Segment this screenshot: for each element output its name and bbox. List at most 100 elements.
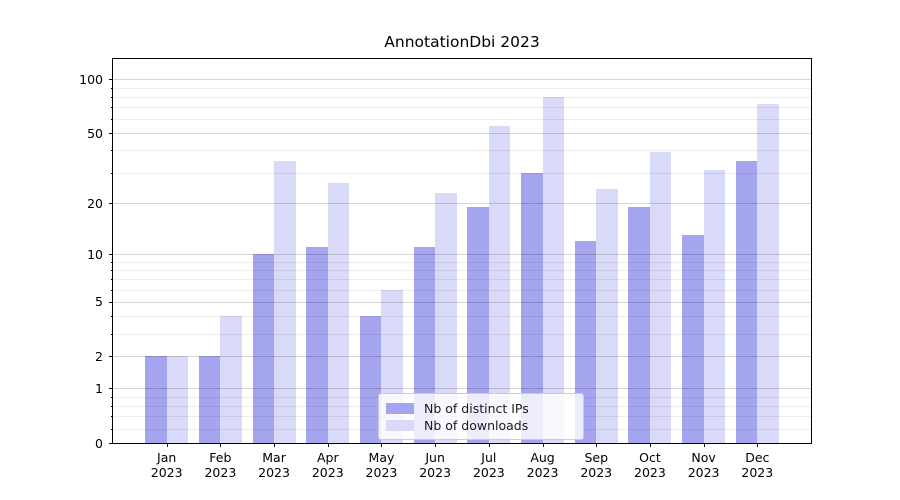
x-tick-label: Aug 2023: [515, 450, 571, 480]
y-minor-tick-mark: [111, 333, 113, 335]
y-tick-mark: [109, 254, 113, 256]
y-tick-mark: [109, 203, 113, 205]
x-tick-month: Jul: [481, 450, 497, 465]
bar-downloads: [488, 125, 511, 443]
y-tick-mark: [109, 388, 113, 390]
x-tick-mark: [757, 443, 759, 447]
gridline-major: [113, 388, 811, 390]
x-tick-label: Sep 2023: [568, 450, 624, 480]
legend-label-downloads: Nb of downloads: [424, 417, 529, 433]
y-tick-label: 20: [87, 195, 103, 211]
y-minor-tick-mark: [111, 428, 113, 430]
gridline-major: [113, 133, 811, 135]
x-tick-mark: [220, 443, 222, 447]
y-minor-tick-mark: [111, 87, 113, 89]
bar-downloads: [703, 170, 726, 443]
bar-distinct-ips: [145, 356, 167, 443]
y-minor-tick-mark: [111, 107, 113, 109]
x-tick-year: 2023: [311, 464, 344, 480]
y-minor-tick-mark: [111, 96, 113, 98]
x-tick-year: 2023: [150, 464, 183, 480]
gridline-minor: [113, 172, 811, 174]
y-tick-mark: [109, 79, 113, 81]
legend-item-downloads: Nb of downloads: [386, 417, 575, 433]
legend-swatch-distinct-ips: [386, 402, 414, 414]
x-tick-mark: [542, 443, 544, 447]
gridline-minor: [113, 87, 811, 89]
chart-title: AnnotationDbi 2023: [384, 33, 540, 51]
bar-downloads: [596, 189, 618, 443]
x-tick-label: Apr 2023: [300, 450, 356, 480]
gridline-major: [113, 301, 811, 303]
x-tick-mark: [488, 443, 490, 447]
bar-distinct-ips: [628, 207, 650, 443]
bar-distinct-ips: [306, 247, 328, 443]
x-tick-month: Feb: [209, 450, 232, 465]
gridline-minor: [113, 107, 811, 109]
x-tick-year: 2023: [634, 464, 666, 480]
gridline-minor: [113, 96, 811, 98]
y-tick-label: 2: [95, 348, 103, 364]
x-tick-label: Mar 2023: [246, 450, 302, 480]
gridline-minor: [113, 289, 811, 291]
x-tick-year: 2023: [204, 464, 237, 480]
bar-distinct-ips: [467, 207, 489, 443]
x-tick-month: Apr: [316, 450, 339, 465]
y-minor-tick-mark: [111, 261, 113, 263]
x-tick-mark: [703, 443, 705, 447]
x-tick-year: 2023: [258, 464, 290, 480]
bar-distinct-ips: [735, 160, 758, 443]
gridline-major: [113, 79, 811, 81]
x-tick-year: 2023: [419, 464, 452, 480]
y-minor-tick-mark: [111, 269, 113, 271]
x-tick-month: Oct: [639, 450, 661, 465]
x-tick-mark: [649, 443, 651, 447]
x-tick-year: 2023: [526, 464, 559, 480]
y-minor-tick-mark: [111, 405, 113, 407]
bar-downloads: [327, 183, 350, 443]
bar-downloads: [542, 96, 565, 443]
gridline-minor: [113, 261, 811, 263]
x-tick-mark: [596, 443, 598, 447]
x-tick-month: Aug: [530, 450, 555, 465]
bar-downloads: [220, 316, 242, 443]
y-tick-mark: [109, 133, 113, 135]
x-tick-label: Oct 2023: [622, 450, 678, 480]
y-tick-label: 5: [95, 294, 103, 310]
x-tick-label: Jun 2023: [407, 450, 463, 480]
x-tick-label: Jul 2023: [461, 450, 517, 480]
bar-distinct-ips: [521, 172, 543, 443]
y-tick-label: 50: [87, 125, 103, 141]
x-tick-month: Sep: [584, 450, 608, 465]
bar-downloads: [435, 192, 457, 443]
gridline-major: [113, 356, 811, 358]
legend-swatch-downloads: [386, 419, 414, 431]
y-tick-label: 100: [79, 71, 103, 87]
y-minor-tick-mark: [111, 279, 113, 281]
gridline-minor: [113, 119, 811, 121]
bar-downloads: [274, 160, 296, 443]
bar-downloads: [649, 152, 672, 443]
y-minor-tick-mark: [111, 396, 113, 398]
x-tick-month: May: [368, 450, 395, 465]
y-minor-tick-mark: [111, 119, 113, 121]
x-tick-mark: [166, 443, 168, 447]
bar-distinct-ips: [359, 316, 382, 443]
x-tick-year: 2023: [580, 464, 613, 480]
x-tick-label: Nov 2023: [676, 450, 732, 480]
bar-downloads: [166, 356, 189, 443]
y-tick-mark: [109, 301, 113, 303]
x-tick-month: Dec: [745, 450, 770, 465]
x-tick-month: Jan: [157, 450, 177, 465]
gridline-major: [113, 254, 811, 256]
y-tick-mark: [109, 443, 113, 444]
y-tick-mark: [109, 356, 113, 358]
bar-distinct-ips: [574, 240, 597, 443]
x-tick-year: 2023: [365, 464, 398, 480]
legend-label-distinct-ips: Nb of distinct IPs: [424, 400, 529, 416]
x-tick-mark: [435, 443, 437, 447]
y-minor-tick-mark: [111, 150, 113, 152]
x-tick-month: Nov: [691, 450, 716, 465]
y-minor-tick-mark: [111, 172, 113, 174]
x-tick-year: 2023: [687, 464, 720, 480]
